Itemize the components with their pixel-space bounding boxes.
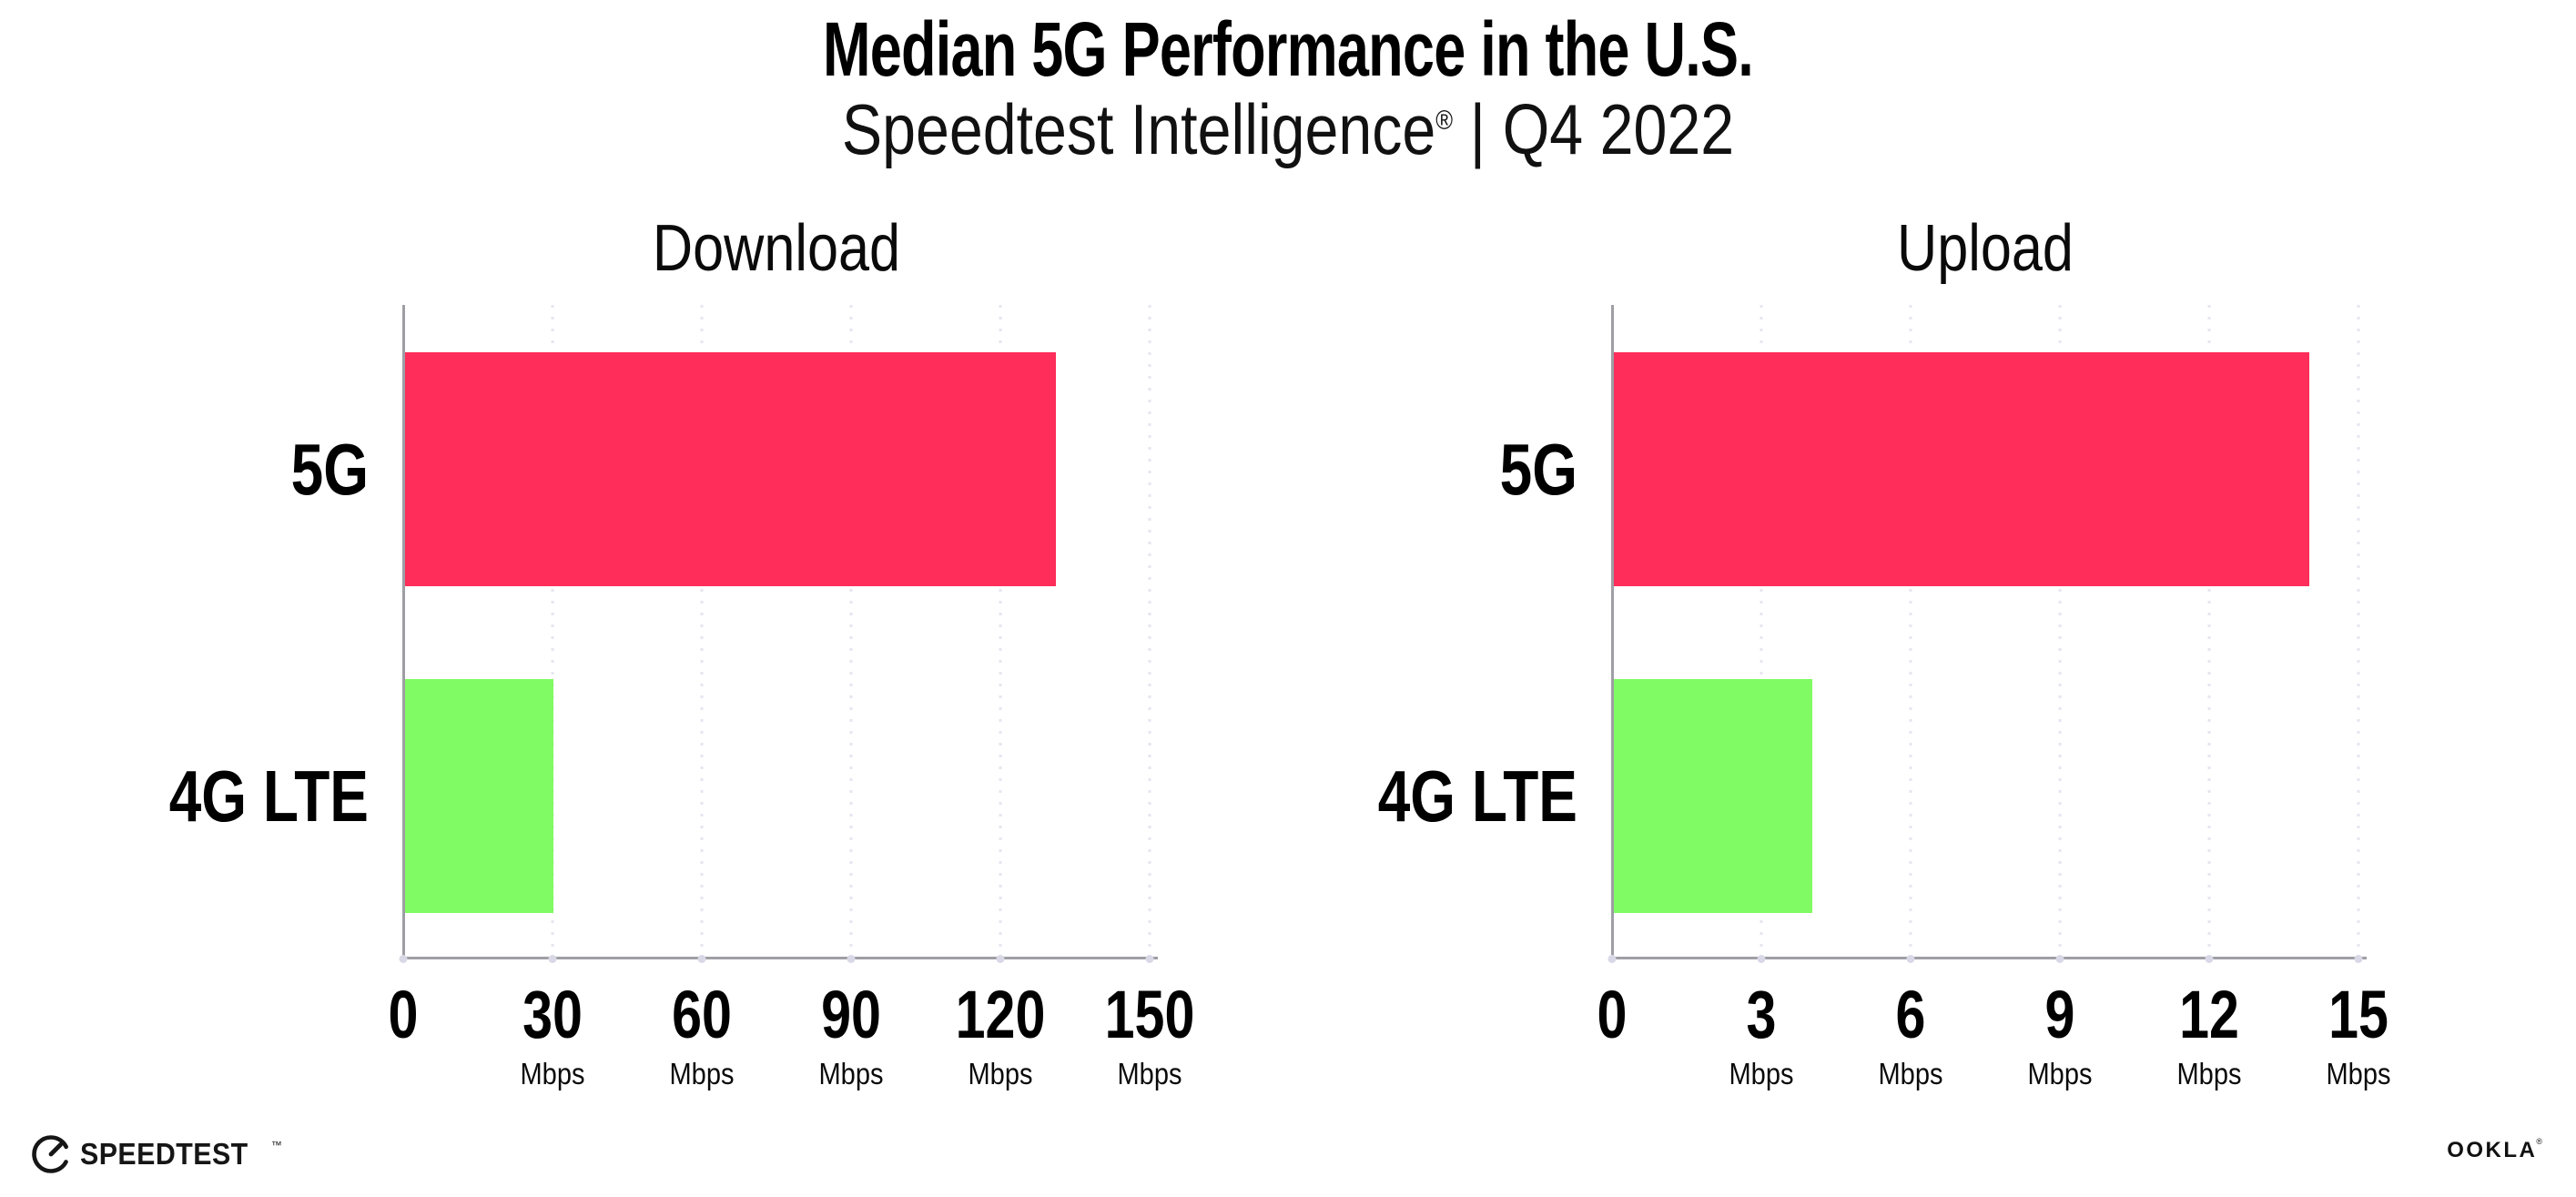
speedtest-logo: SPEEDTEST ™ xyxy=(30,1133,282,1175)
x-tick-unit-12: Mbps xyxy=(2176,1057,2242,1090)
bar-4g-lte xyxy=(404,679,553,913)
gridline-6 xyxy=(1909,305,1912,959)
bar-4g-lte xyxy=(1613,679,1812,913)
x-tick-unit-60: Mbps xyxy=(669,1057,735,1090)
tick-dot-6 xyxy=(1906,955,1915,963)
gridline-120 xyxy=(999,305,1002,959)
ookla-logo: OOKLA ® xyxy=(2447,1137,2543,1163)
x-tick-label-0: 0 xyxy=(388,977,419,1052)
upload-chart-panel: Upload 5G 4G LTE 0 3 Mbps 6 Mbps 9 Mbps 12 Mbps 15 Mb… xyxy=(1378,0,2391,1197)
bar-5g xyxy=(1613,352,2310,586)
gridline-3 xyxy=(1760,305,1763,959)
tick-dot-150 xyxy=(1145,955,1154,963)
subtitle-period: Q4 2022 xyxy=(1502,89,1735,169)
x-tick-unit-3: Mbps xyxy=(1729,1057,1794,1090)
speedometer-gauge-icon xyxy=(30,1133,72,1175)
gridline-15 xyxy=(2357,305,2360,959)
x-tick-unit-120: Mbps xyxy=(968,1057,1033,1090)
x-tick-label-60: 60 xyxy=(672,977,732,1052)
tick-dot-15 xyxy=(2354,955,2363,963)
x-tick-unit-30: Mbps xyxy=(520,1057,585,1090)
x-tick-unit-9: Mbps xyxy=(2027,1057,2093,1090)
x-tick-label-120: 120 xyxy=(955,977,1046,1052)
subtitle-product: Speedtest Intelligence xyxy=(841,89,1436,169)
x-tick-unit-90: Mbps xyxy=(818,1057,884,1090)
chart-title-upload: Upload xyxy=(1897,212,2074,285)
y-axis xyxy=(402,305,405,959)
x-axis xyxy=(402,957,1158,959)
tick-dot-9 xyxy=(2055,955,2064,963)
x-tick-label-30: 30 xyxy=(522,977,583,1052)
category-label-4g-lte: 4G LTE xyxy=(1377,755,1577,837)
tick-dot-60 xyxy=(697,955,706,963)
subtitle-divider: | xyxy=(1469,89,1486,169)
tick-dot-12 xyxy=(2205,955,2214,963)
y-axis xyxy=(1611,305,1614,959)
upload-plot-area xyxy=(1607,305,2367,963)
tick-dot-3 xyxy=(1757,955,1766,963)
category-label-5g: 5G xyxy=(290,428,369,510)
x-tick-label-9: 9 xyxy=(2044,977,2075,1052)
ookla-registered-mark: ® xyxy=(2536,1137,2542,1146)
gridline-60 xyxy=(700,305,704,959)
gridline-90 xyxy=(849,305,853,959)
x-tick-label-3: 3 xyxy=(1746,977,1777,1052)
gridline-9 xyxy=(2058,305,2062,959)
ookla-wordmark: OOKLA xyxy=(2447,1138,2538,1162)
page-subtitle: Speedtest Intelligence® | Q4 2022 xyxy=(193,89,2383,169)
category-label-4g-lte: 4G LTE xyxy=(168,755,369,837)
x-tick-label-6: 6 xyxy=(1895,977,1926,1052)
tick-dot-0 xyxy=(399,955,408,963)
x-tick-label-90: 90 xyxy=(821,977,881,1052)
gridline-30 xyxy=(551,305,554,959)
x-tick-label-12: 12 xyxy=(2179,977,2239,1052)
gridline-150 xyxy=(1148,305,1151,959)
tick-dot-0 xyxy=(1607,955,1617,963)
category-label-5g: 5G xyxy=(1499,428,1577,510)
speedtest-wordmark: SPEEDTEST xyxy=(80,1137,248,1171)
x-tick-label-0: 0 xyxy=(1597,977,1628,1052)
bar-5g xyxy=(404,352,1057,586)
x-tick-unit-6: Mbps xyxy=(1878,1057,1943,1090)
download-chart-panel: Download 5G 4G LTE 0 30 Mbps 60 Mbps 90 Mbps 120 Mb… xyxy=(169,0,1195,1197)
chart-title-download: Download xyxy=(652,212,901,285)
registered-mark: ® xyxy=(1435,106,1454,136)
x-tick-unit-15: Mbps xyxy=(2326,1057,2391,1090)
x-tick-label-15: 15 xyxy=(2328,977,2388,1052)
tick-dot-90 xyxy=(847,955,856,963)
x-tick-label-150: 150 xyxy=(1104,977,1195,1052)
tick-dot-30 xyxy=(548,955,557,963)
gridline-12 xyxy=(2207,305,2211,959)
page-title: Median 5G Performance in the U.S. xyxy=(822,6,1754,92)
x-tick-unit-150: Mbps xyxy=(1117,1057,1182,1090)
speedtest-trademark: ™ xyxy=(270,1139,282,1151)
tick-dot-120 xyxy=(996,955,1005,963)
download-plot-area xyxy=(399,305,1158,963)
x-axis xyxy=(1611,957,2367,959)
